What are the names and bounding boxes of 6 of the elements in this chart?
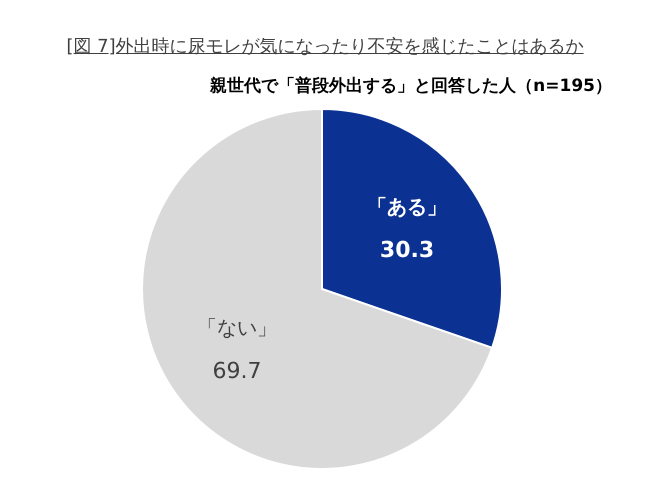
data-label: 69.7 bbox=[212, 359, 262, 384]
slice-label: 「ない」 bbox=[196, 316, 277, 340]
chart-subtitle: 親世代で「普段外出する」と回答した人（n=195） bbox=[210, 75, 612, 97]
data-label: 30.3 bbox=[380, 238, 434, 263]
slice-label: 「ある」 bbox=[367, 194, 448, 218]
chart-title: [図 7]外出時に尿モレが気になったり不安を感じたことはあるか bbox=[65, 35, 585, 58]
